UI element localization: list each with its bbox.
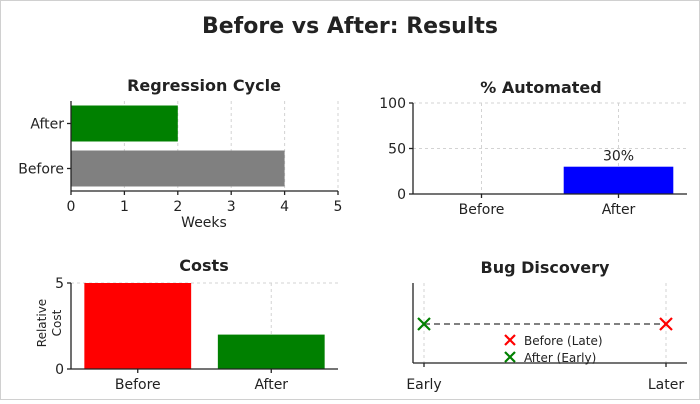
costs-bar-after: [217, 334, 325, 369]
costs-title: Costs: [179, 256, 228, 275]
bugs-xtick-early: Early: [406, 377, 441, 393]
bugs-legend-marker-before-late: [504, 334, 516, 346]
automated-bar-after: [563, 166, 674, 194]
regression-category-after: After: [30, 117, 64, 133]
bugs-point-before-late: [659, 317, 673, 331]
regression-cycle-panel: Regression Cycle Weeks 0 1 2 3 4 5 Before After: [18, 76, 342, 231]
bugs-legend-marker-after-early: [504, 351, 516, 363]
costs-ytick-label: 5: [55, 276, 64, 292]
costs-panel: Costs Relative Cost 0 5 Before After: [35, 256, 338, 393]
bug-discovery-panel: Bug Discovery Early Later Before (Late) Aft…: [406, 258, 687, 393]
automated-title: % Automated: [480, 78, 601, 97]
bugs-point-after-early: [417, 317, 431, 331]
bugs-title: Bug Discovery: [481, 258, 611, 277]
regression-xtick-label: 5: [334, 199, 343, 215]
regression-xtick-label: 1: [120, 199, 129, 215]
regression-bar-before: [71, 150, 285, 187]
automated-panel: % Automated 0 50 100 Before 30% After: [379, 78, 687, 218]
automated-category-after: After: [602, 202, 636, 218]
bugs-legend-label-after-early: After (Early): [524, 351, 596, 365]
bugs-legend-label-before-late: Before (Late): [524, 334, 603, 348]
costs-ylabel-line2: Cost: [50, 309, 64, 336]
costs-ytick-label: 0: [55, 362, 64, 378]
automated-category-before: Before: [459, 202, 505, 218]
automated-data-label-after: 30%: [603, 149, 634, 165]
costs-bar-before: [84, 283, 192, 369]
automated-ytick-label: 50: [388, 142, 406, 158]
regression-xtick-label: 0: [67, 199, 76, 215]
regression-xtick-label: 3: [227, 199, 236, 215]
costs-category-before: Before: [115, 377, 161, 393]
regression-xtick-label: 2: [173, 199, 182, 215]
regression-xlabel: Weeks: [181, 215, 227, 231]
costs-category-after: After: [254, 377, 288, 393]
regression-xtick-label: 4: [280, 199, 289, 215]
automated-ytick-label: 100: [379, 96, 406, 112]
figure-title: Before vs After: Results: [202, 14, 498, 39]
regression-title: Regression Cycle: [127, 76, 281, 95]
automated-ytick-label: 0: [397, 187, 406, 203]
costs-ylabel-line1: Relative: [35, 299, 49, 347]
bugs-xtick-later: Later: [648, 377, 684, 393]
regression-bar-after: [71, 105, 178, 142]
regression-category-before: Before: [18, 162, 64, 178]
